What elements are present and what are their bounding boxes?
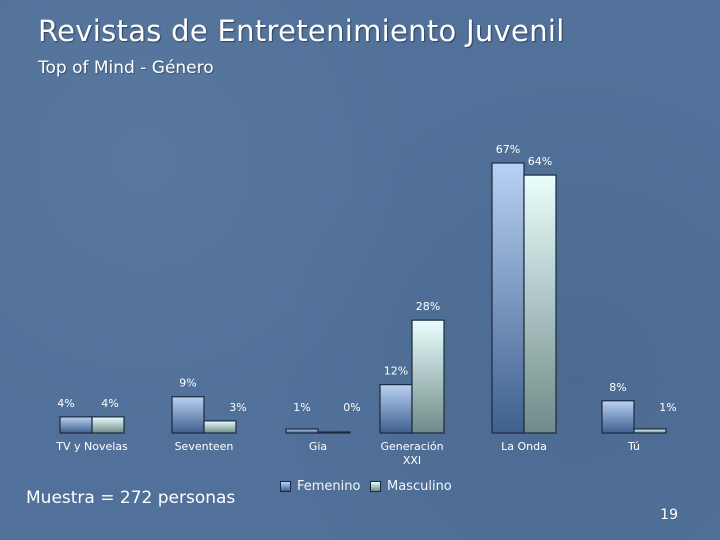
value-label-femenino-1: 9% <box>179 377 196 390</box>
category-label-0: TV y Novelas <box>55 440 128 453</box>
bar-masculino-5 <box>633 428 667 434</box>
legend-label-femenino: Femenino <box>297 479 361 494</box>
value-label-femenino-4: 67% <box>496 143 520 156</box>
value-label-masculino-4: 64% <box>528 155 552 168</box>
bar-femenino-3 <box>379 384 413 434</box>
page-subtitle: Top of Mind - Género <box>38 58 214 78</box>
value-label-masculino-1: 3% <box>229 401 246 414</box>
category-label-2: Gia <box>309 440 327 453</box>
bar-masculino-2 <box>317 431 351 434</box>
value-label-masculino-5: 1% <box>659 401 676 414</box>
legend-swatch-femenino <box>280 481 291 492</box>
bar-masculino-3 <box>411 319 445 434</box>
bar-femenino-4 <box>491 162 525 434</box>
bar-femenino-0 <box>59 416 93 434</box>
page-title: Revistas de Entretenimiento Juvenil <box>38 14 565 48</box>
legend-item-masculino: Masculino <box>370 479 452 494</box>
value-label-masculino-0: 4% <box>101 397 118 410</box>
bar-femenino-2 <box>285 428 319 434</box>
legend-swatch-masculino <box>370 481 381 492</box>
bar-masculino-0 <box>91 416 125 434</box>
bar-masculino-4 <box>523 174 557 434</box>
page-number: 19 <box>660 507 678 523</box>
value-label-femenino-0: 4% <box>57 397 74 410</box>
sample-size-note: Muestra = 272 personas <box>26 488 236 508</box>
category-label-4: La Onda <box>501 440 547 453</box>
value-label-femenino-5: 8% <box>609 381 626 394</box>
value-label-femenino-2: 1% <box>293 401 310 414</box>
bar-femenino-5 <box>601 400 635 434</box>
bar-masculino-1 <box>203 420 237 434</box>
category-label-5: Tú <box>627 440 640 453</box>
category-label-1: Seventeen <box>175 440 234 453</box>
category-label-3-line1: XXI <box>403 454 421 467</box>
category-label-3-line0: Generación <box>380 440 443 453</box>
legend-item-femenino: Femenino <box>280 479 360 494</box>
bar-femenino-1 <box>171 396 205 434</box>
legend-label-masculino: Masculino <box>387 479 452 494</box>
value-label-masculino-3: 28% <box>416 300 440 313</box>
value-label-masculino-2: 0% <box>343 401 360 414</box>
value-label-femenino-3: 12% <box>384 365 408 378</box>
